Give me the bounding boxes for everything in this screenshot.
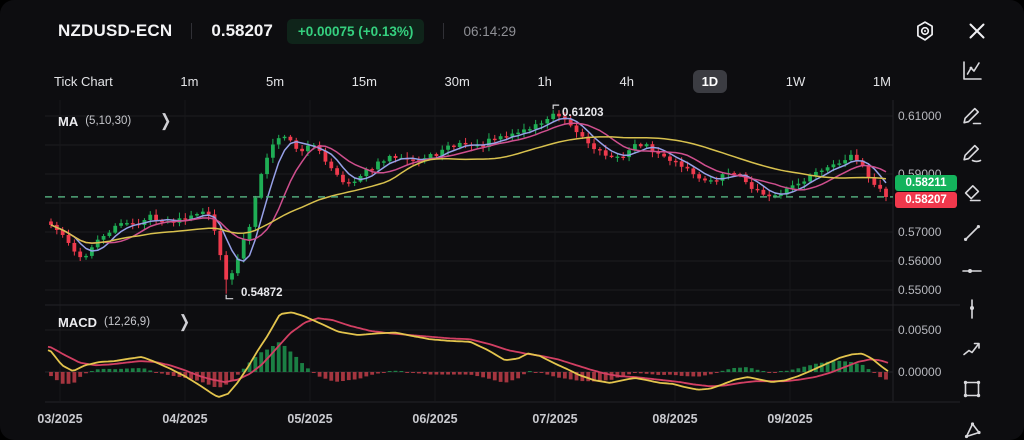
pencil-icon[interactable] <box>960 104 984 128</box>
polygon-icon[interactable] <box>960 417 984 440</box>
price-change-badge: +0.00075 (+0.13%) <box>286 18 425 44</box>
price-axis-label: 0.57000 <box>898 224 942 239</box>
timeframe-1m[interactable]: 1M <box>872 73 891 89</box>
timeframe-1d[interactable]: 1D <box>692 69 728 93</box>
settings-gear-icon[interactable] <box>913 19 937 43</box>
x-axis-month-label: 06/2025 <box>412 412 458 426</box>
current-price: 0.58207 <box>211 21 273 40</box>
ma-indicator-label[interactable]: MA (5,10,30) ❯ <box>58 110 172 131</box>
line-chart-icon[interactable] <box>960 59 984 83</box>
x-axis-month-label: 08/2025 <box>652 412 698 426</box>
timeframe-tick-chart[interactable]: Tick Chart <box>54 73 113 89</box>
chevron-right-icon: ❯ <box>160 110 172 131</box>
x-axis-month-label: 05/2025 <box>287 412 333 426</box>
rectangle-icon[interactable] <box>960 377 984 401</box>
trend-line-icon[interactable] <box>960 221 984 245</box>
bid-price-badge: 0.58211 <box>895 175 957 191</box>
x-axis-month-label: 07/2025 <box>532 412 578 426</box>
x-axis-month-label: 03/2025 <box>37 412 83 426</box>
low-annotation: 0.54872 <box>241 287 283 299</box>
vertical-line-icon[interactable] <box>960 297 984 321</box>
close-icon[interactable] <box>965 19 989 43</box>
timeframe-5m[interactable]: 5m <box>266 73 285 89</box>
price-axis-label: 0.61000 <box>898 108 942 123</box>
timeframe-1w[interactable]: 1W <box>785 73 806 89</box>
timeframe-1m[interactable]: 1m <box>180 73 199 89</box>
timeframe-15m[interactable]: 15m <box>351 73 377 89</box>
symbol-title: NZDUSD-ECN <box>58 21 173 40</box>
x-axis-month-label: 04/2025 <box>162 412 208 426</box>
macd-name: MACD <box>58 314 97 330</box>
chevron-right-icon: ❯ <box>179 311 190 332</box>
eraser-icon[interactable] <box>960 181 984 205</box>
session-clock: 06:14:29 <box>463 23 516 39</box>
zigzag-arrow-icon[interactable] <box>960 337 984 361</box>
timeframe-1h[interactable]: 1h <box>537 73 552 89</box>
ma-name: MA <box>58 113 79 129</box>
pen-icon[interactable] <box>960 141 984 165</box>
ask-price-badge: 0.58207 <box>895 192 957 208</box>
macd-params: (12,26,9) <box>104 316 151 328</box>
timeframe-bar: Tick Chart 1m 5m 15m 30m 1h 4h 1D 1W 1M <box>45 62 900 100</box>
x-axis-month-label: 09/2025 <box>767 412 813 426</box>
macd-indicator-label[interactable]: MACD (12,26,9) ❯ <box>58 311 190 332</box>
header-divider <box>191 23 193 39</box>
timeframe-4h[interactable]: 4h <box>619 73 634 89</box>
horizontal-line-icon[interactable] <box>960 259 984 283</box>
header-divider <box>443 23 445 39</box>
macd-axis-label: 0.00500 <box>898 322 942 337</box>
macd-axis-label: 0.00000 <box>898 364 942 379</box>
chart-header: NZDUSD-ECN 0.58207 +0.00075 (+0.13%) 06:… <box>58 14 516 48</box>
price-axis-label: 0.56000 <box>898 253 942 268</box>
ma-params: (5,10,30) <box>85 115 132 127</box>
price-axis-label: 0.55000 <box>898 282 942 297</box>
high-annotation: 0.61203 <box>562 107 604 119</box>
timeframe-30m[interactable]: 30m <box>444 73 470 89</box>
